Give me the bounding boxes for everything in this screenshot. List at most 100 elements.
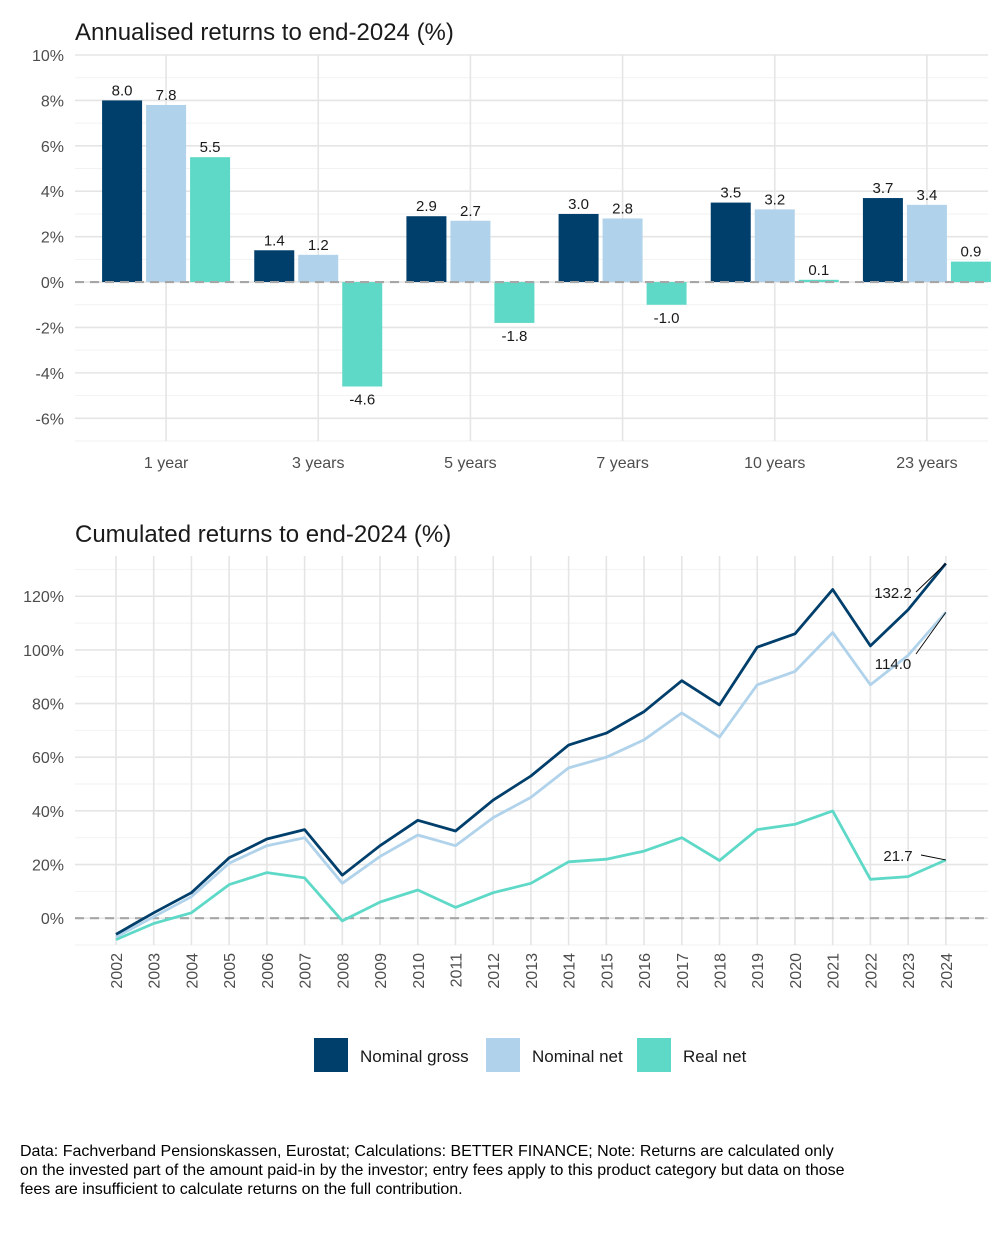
bar-data-label: -1.0 — [654, 310, 680, 327]
bar-data-label: 8.0 — [112, 82, 133, 99]
bar-real-net — [342, 282, 383, 387]
bar-data-label: 2.9 — [416, 198, 437, 215]
bar-real-net — [950, 261, 991, 283]
line-chart-grid — [75, 556, 988, 946]
bar-y-tick-label: 10% — [32, 48, 64, 65]
line-x-tick-label: 2014 — [562, 953, 579, 989]
bar-x-tick-label: 3 years — [292, 455, 344, 472]
bar-y-tick-label: -2% — [36, 320, 64, 337]
bar-x-tick-label: 10 years — [744, 455, 805, 472]
line-x-tick-label: 2002 — [109, 953, 126, 989]
bar-data-label: 3.2 — [764, 191, 785, 208]
bar-data-label: 2.8 — [612, 200, 633, 217]
bar-y-tick-label: -6% — [36, 411, 64, 428]
bar-nominal-net — [146, 104, 187, 283]
line-nominal-net — [115, 611, 947, 939]
bar-real-net — [190, 157, 231, 283]
bar-data-label: 0.1 — [808, 262, 829, 279]
line-chart-end-labels: 132.2 114.0 21.7 — [874, 563, 947, 865]
bar-x-tick-label: 5 years — [444, 455, 496, 472]
line-x-tick-label: 2008 — [335, 953, 352, 989]
line-x-tick-label: 2024 — [939, 953, 956, 989]
bar-nominal-net — [906, 204, 947, 283]
bar-data-label: 3.4 — [916, 187, 937, 204]
line-chart-x-ticks: 2002 2003 2004 2005 2006 2007 2008 2009 2010 2011… — [109, 953, 956, 989]
line-x-tick-label: 2021 — [826, 953, 843, 989]
bar-data-label: 0.9 — [960, 244, 981, 261]
line-y-tick-label: 100% — [23, 643, 64, 660]
bar-y-tick-label: -4% — [36, 366, 64, 383]
bar-y-tick-label: 2% — [41, 230, 64, 247]
end-label-leader — [920, 854, 946, 861]
line-y-tick-label: 80% — [32, 697, 64, 714]
legend-item-nominal-gross: Nominal gross — [314, 1038, 469, 1072]
bar-data-label: -1.8 — [501, 328, 527, 345]
line-y-tick-label: 0% — [41, 911, 64, 928]
annualised-returns-chart: Annualised returns to end-2024 (%) -6% -4… — [32, 19, 991, 472]
line-x-tick-label: 2013 — [524, 953, 541, 989]
bar-data-label: 3.7 — [872, 180, 893, 197]
bar-real-net — [798, 279, 839, 283]
line-chart-y-ticks: 0% 20% 40% 60% 80% 100% 120% — [23, 589, 64, 928]
legend-swatch — [486, 1038, 520, 1072]
bar-chart-bars — [102, 100, 991, 387]
bar-x-tick-label: 7 years — [596, 455, 648, 472]
line-x-tick-label: 2003 — [147, 953, 164, 989]
bar-chart-title: Annualised returns to end-2024 (%) — [75, 19, 454, 46]
bar-nominal-gross — [558, 213, 599, 283]
line-x-tick-label: 2011 — [448, 953, 465, 988]
line-x-tick-label: 2009 — [373, 953, 390, 989]
line-x-tick-label: 2007 — [298, 953, 315, 989]
bar-nominal-net — [450, 220, 491, 283]
line-x-tick-label: 2017 — [675, 953, 692, 989]
bar-chart-x-ticks: 1 year 3 years 5 years 7 years 10 years 23 ye… — [144, 455, 958, 472]
end-label-leader — [915, 612, 947, 655]
line-x-tick-label: 2016 — [637, 953, 654, 989]
bar-data-label: -4.6 — [349, 392, 375, 409]
bar-chart-data-labels: 8.0 7.8 5.5 1.4 1.2 -4.6 2.9 2.7 -1.8 3.0 2.8 -1.0 3… — [112, 82, 982, 408]
bar-y-tick-label: 6% — [41, 139, 64, 156]
bar-x-tick-label: 23 years — [896, 455, 957, 472]
bar-nominal-gross — [710, 202, 751, 283]
line-x-tick-label: 2022 — [863, 953, 880, 989]
legend-swatch — [637, 1038, 671, 1072]
bar-chart-y-ticks: -6% -4% -2% 0% 2% 4% 6% 8% 10% — [32, 48, 64, 428]
legend-label: Nominal net — [532, 1047, 623, 1066]
line-x-tick-label: 2018 — [713, 953, 730, 989]
bar-data-label: 5.5 — [200, 139, 221, 156]
bar-data-label: 1.4 — [264, 232, 285, 249]
bar-y-tick-label: 0% — [41, 275, 64, 292]
bar-data-label: 2.7 — [460, 203, 481, 220]
bar-nominal-gross — [406, 216, 447, 283]
line-x-tick-label: 2010 — [411, 953, 428, 989]
legend-item-real-net: Real net — [637, 1038, 747, 1072]
line-x-tick-label: 2005 — [222, 953, 239, 989]
bar-data-label: 1.2 — [308, 237, 329, 254]
source-note: Data: Fachverband Pensionskassen, Eurost… — [20, 1143, 845, 1198]
line-chart-series — [115, 562, 947, 941]
line-y-tick-label: 120% — [23, 589, 64, 606]
bar-data-label: 3.0 — [568, 196, 589, 213]
line-real-net — [115, 809, 947, 941]
legend-swatch — [314, 1038, 348, 1072]
bar-nominal-gross — [254, 250, 295, 283]
bar-real-net — [494, 282, 535, 323]
legend-label: Nominal gross — [360, 1047, 469, 1066]
line-x-tick-label: 2006 — [260, 953, 277, 989]
line-y-tick-label: 40% — [32, 804, 64, 821]
legend: Nominal gross Nominal net Real net — [314, 1038, 747, 1072]
bar-nominal-net — [298, 254, 339, 283]
bar-data-label: 7.8 — [156, 87, 177, 104]
bar-y-tick-label: 4% — [41, 184, 64, 201]
cumulated-returns-chart: Cumulated returns to end-2024 (%) 0% 20% 4… — [23, 521, 988, 989]
line-x-tick-label: 2019 — [750, 953, 767, 989]
line-end-label: 21.7 — [883, 848, 912, 865]
line-chart-title: Cumulated returns to end-2024 (%) — [75, 521, 451, 548]
line-end-label: 132.2 — [874, 585, 912, 602]
line-x-tick-label: 2004 — [184, 953, 201, 989]
bar-real-net — [646, 282, 687, 305]
line-end-label: 114.0 — [875, 656, 911, 673]
bar-nominal-gross — [102, 100, 143, 283]
bar-nominal-net — [754, 209, 795, 283]
